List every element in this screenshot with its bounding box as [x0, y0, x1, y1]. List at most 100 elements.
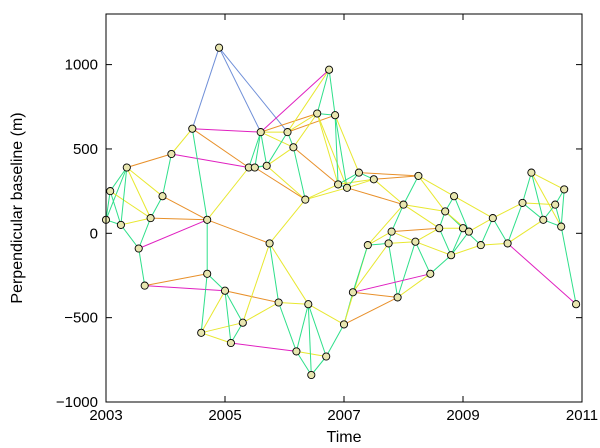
network-edge: [224, 290, 232, 344]
data-point: [197, 328, 206, 337]
network-edge: [480, 242, 508, 246]
network-edge: [367, 204, 404, 246]
network-edge: [120, 217, 151, 226]
network-edge: [292, 113, 318, 148]
network-edge: [429, 254, 452, 275]
network-edge: [305, 183, 339, 201]
data-point: [527, 168, 536, 177]
network-edge: [397, 241, 416, 298]
network-edge: [438, 227, 452, 256]
network-edge: [269, 199, 306, 244]
acquisition-points: [101, 43, 581, 380]
network-edge: [162, 153, 172, 197]
network-edge: [207, 219, 270, 244]
data-point: [331, 111, 340, 120]
network-edge: [109, 190, 151, 219]
network-edge: [391, 204, 404, 232]
data-point: [414, 171, 423, 180]
plot-frame: [105, 13, 583, 403]
data-point: [158, 192, 167, 201]
network-edge: [373, 175, 419, 180]
data-point: [369, 175, 378, 184]
network-edge: [201, 322, 243, 334]
data-point: [426, 269, 435, 278]
network-edge: [120, 167, 128, 225]
data-point: [464, 227, 473, 236]
network-edge: [522, 202, 544, 221]
network-edge: [307, 304, 327, 357]
network-edge: [192, 128, 250, 168]
network-edge: [260, 69, 330, 133]
data-point: [220, 286, 230, 295]
network-edge: [507, 202, 523, 244]
network-edge: [338, 178, 374, 185]
x-tick-label: 2005: [208, 407, 241, 424]
network-edge: [334, 115, 348, 188]
network-edge: [192, 128, 261, 133]
x-tick-label: 2003: [89, 407, 122, 424]
data-point: [122, 163, 131, 172]
network-edge: [522, 172, 532, 204]
network-edge: [560, 189, 565, 227]
y-tick-label: 0: [90, 225, 98, 242]
network-edge: [269, 243, 309, 305]
network-edge: [325, 324, 345, 357]
network-edge: [492, 217, 509, 244]
data-point: [301, 195, 310, 204]
network-edge: [206, 273, 226, 292]
data-point: [503, 239, 512, 248]
data-point: [292, 347, 301, 356]
data-point: [304, 300, 313, 309]
network-edge: [352, 243, 390, 293]
network-edge: [254, 132, 262, 168]
network-edge: [305, 187, 348, 201]
network-edge: [126, 167, 152, 219]
data-point: [334, 180, 343, 189]
network-edge: [468, 217, 494, 233]
network-edge: [352, 291, 398, 298]
data-point: [262, 161, 271, 170]
network-edge: [352, 244, 369, 293]
network-edge: [171, 128, 193, 155]
data-point: [265, 239, 274, 248]
y-tick-label: 500: [73, 141, 98, 158]
network-edge: [120, 224, 140, 249]
data-point: [289, 143, 298, 152]
data-point: [399, 200, 408, 209]
network-edge: [150, 195, 163, 219]
network-edge: [560, 226, 577, 305]
data-point: [572, 300, 581, 309]
y-tick-label: 1000: [65, 57, 98, 74]
x-tick-label: 2009: [446, 407, 479, 424]
data-point: [458, 224, 468, 233]
network-edge: [144, 273, 208, 287]
network-edge: [415, 227, 440, 243]
data-point: [307, 370, 316, 380]
data-point: [238, 318, 247, 327]
network-edge: [242, 302, 279, 324]
network-edge: [260, 113, 318, 133]
network-edge: [206, 167, 250, 221]
network-edge: [248, 131, 262, 168]
network-edge: [403, 204, 446, 212]
data-point: [203, 215, 212, 224]
y-axis-ticks: −1000 −500 0 500 1000: [56, 57, 582, 411]
data-point: [476, 241, 485, 250]
network-edge: [492, 202, 523, 219]
data-point: [250, 163, 259, 172]
data-point: [146, 214, 155, 223]
data-point: [441, 207, 450, 216]
network-edge: [287, 114, 336, 133]
data-point: [348, 288, 357, 297]
network-edge: [418, 175, 446, 212]
network-edge: [507, 219, 544, 244]
network-edge: [230, 342, 297, 352]
network-edge: [242, 243, 271, 323]
network-edge: [191, 128, 208, 220]
data-point: [106, 187, 115, 196]
network-edge: [293, 146, 339, 185]
network-edge: [403, 175, 419, 205]
data-point: [539, 215, 548, 224]
network-edge: [453, 196, 470, 232]
x-axis-label: Time: [327, 429, 362, 446]
